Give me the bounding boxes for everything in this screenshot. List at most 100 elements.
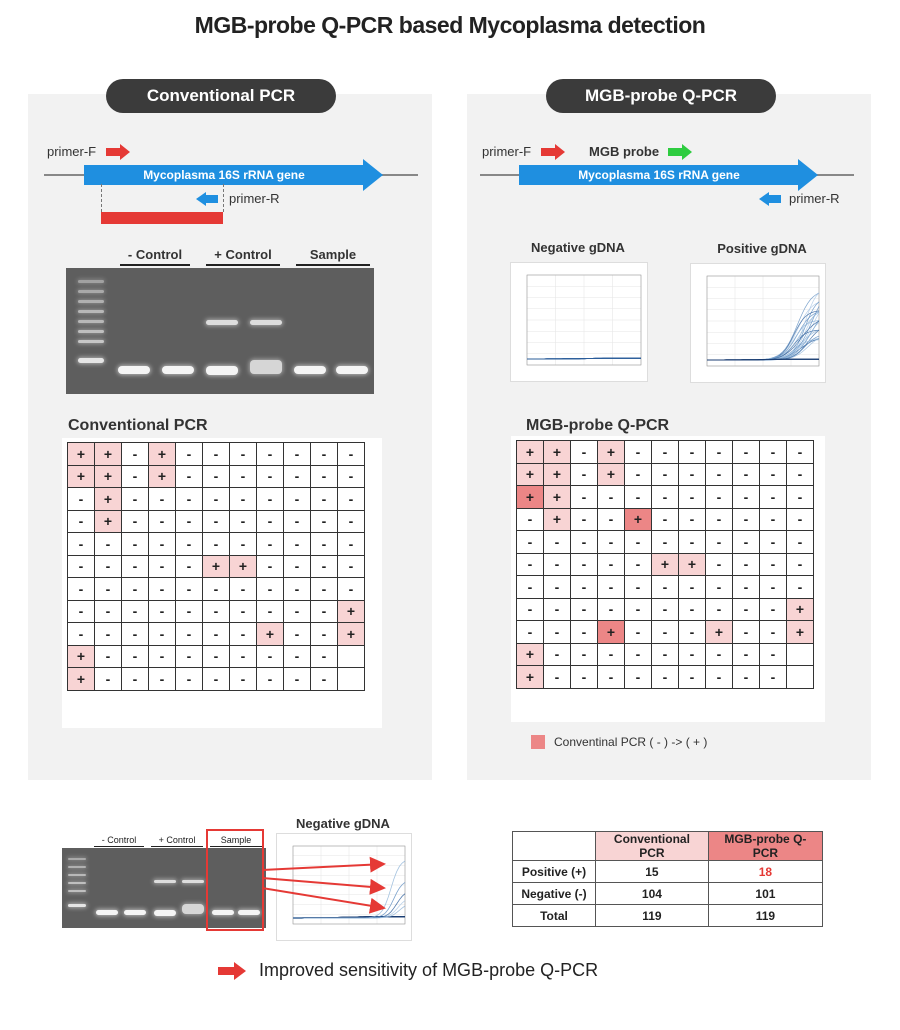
grid-cell: - (705, 462, 733, 486)
bottom-amplification-chart (276, 833, 412, 941)
summary-header-cell: Conventional PCR (595, 831, 709, 861)
grid-cell: + (516, 642, 544, 666)
grid-row: ----------- (67, 532, 365, 556)
grid-cell: - (597, 665, 625, 689)
grid-row: - + - - + - - - - - - (516, 507, 814, 531)
summary-header-cell (512, 831, 596, 861)
grid-cell: + (543, 507, 571, 531)
mgb-probe-arrow-icon (668, 144, 692, 160)
grid-cell: - (516, 575, 544, 599)
grid-cell: - (175, 644, 203, 668)
grid-cell: - (759, 440, 787, 464)
sample-to-curve-arrows-icon (261, 856, 386, 914)
grid-cell: - (759, 597, 787, 621)
grid-cell: - (597, 597, 625, 621)
grid-cell: - (570, 552, 598, 576)
grid-cell: - (678, 665, 706, 689)
grid-cell: - (651, 642, 679, 666)
grid-cell: - (94, 532, 122, 556)
summary-cell: Negative (-) (512, 882, 596, 905)
grid-cell: - (732, 530, 760, 554)
grid-cell: - (94, 554, 122, 578)
grid-cell: - (229, 509, 257, 533)
legend-label: Conventinal PCR ( - ) -> ( + ) (554, 735, 708, 749)
grid-cell: - (705, 552, 733, 576)
grid-cell: - (705, 597, 733, 621)
grid-cell: - (283, 487, 311, 511)
grid-cell: - (543, 575, 571, 599)
grid-cell: - (148, 667, 176, 691)
grid-cell: - (624, 462, 652, 486)
grid-cell (786, 642, 814, 666)
grid-cell: + (786, 597, 814, 621)
grid-cell: - (67, 622, 95, 646)
primer-r-arrow-icon (759, 192, 781, 206)
grid-cell: - (256, 599, 284, 623)
grid-cell: - (678, 575, 706, 599)
grid-cell: - (310, 487, 338, 511)
grid-row: + + - + - - - - - - - (67, 464, 365, 488)
grid-cell: - (337, 464, 365, 488)
grid-cell: - (732, 507, 760, 531)
grid-cell: - (121, 577, 149, 601)
grid-cell: - (516, 530, 544, 554)
grid-cell: - (570, 440, 598, 464)
summary-header-row: Conventional PCR MGB-probe Q-PCR (512, 831, 824, 861)
grid-cell: - (786, 462, 814, 486)
grid-cell: - (651, 620, 679, 644)
grid-cell: + (516, 485, 544, 509)
grid-cell: - (94, 577, 122, 601)
grid-cell: - (732, 440, 760, 464)
grid-cell: - (651, 665, 679, 689)
grid-cell: + (94, 442, 122, 466)
grid-cell: + (786, 620, 814, 644)
grid-cell: + (148, 442, 176, 466)
grid-cell: - (732, 620, 760, 644)
left-result-grid: + + - + - - - - - - - + + - + - - - - - - - - + - - - - - - - - - - + - - - - -… (67, 442, 365, 691)
grid-cell: - (597, 485, 625, 509)
grid-cell: - (310, 599, 338, 623)
grid-cell: - (732, 597, 760, 621)
grid-cell: - (759, 462, 787, 486)
grid-cell: - (732, 462, 760, 486)
grid-cell: - (94, 667, 122, 691)
grid-cell: - (310, 644, 338, 668)
grid-cell: - (229, 464, 257, 488)
grid-cell: - (229, 667, 257, 691)
primer-r-label: primer-R (229, 191, 280, 206)
grid-cell: - (705, 575, 733, 599)
grid-cell: - (678, 462, 706, 486)
grid-row: ----------- (516, 530, 814, 554)
pcr-product-bar (101, 212, 223, 224)
grid-cell: - (148, 532, 176, 556)
right-grid-container: + + - + - - - - - - - + + - + - - - - - - - + + - - - - - - - - - - + - - + - -… (511, 436, 825, 722)
grid-cell: - (651, 485, 679, 509)
grid-cell: - (678, 620, 706, 644)
grid-cell: - (175, 577, 203, 601)
grid-cell: - (337, 554, 365, 578)
mgb-probe-label: MGB probe (589, 144, 660, 159)
positive-gdna-title: Positive gDNA (717, 241, 807, 256)
grid-cell: - (229, 622, 257, 646)
grid-cell: - (651, 507, 679, 531)
grid-cell: - (705, 507, 733, 531)
grid-cell: - (256, 577, 284, 601)
grid-cell: - (337, 509, 365, 533)
grid-cell: + (94, 487, 122, 511)
right-result-grid: + + - + - - - - - - - + + - + - - - - - - - + + - - - - - - - - - - + - - + - -… (516, 440, 814, 689)
right-section-title: MGB-probe Q-PCR (526, 417, 670, 434)
grid-cell: - (148, 487, 176, 511)
grid-cell: - (570, 665, 598, 689)
grid-row: - - - - - - - - - - + (516, 597, 814, 621)
gel-label-line (210, 846, 262, 847)
grid-cell: - (310, 509, 338, 533)
grid-cell: - (202, 599, 230, 623)
grid-cell: - (705, 530, 733, 554)
grid-cell: - (121, 509, 149, 533)
grid-cell: - (337, 577, 365, 601)
grid-cell: - (94, 599, 122, 623)
grid-cell: - (516, 620, 544, 644)
sample-highlight-box (206, 829, 264, 931)
bottom-gel-label-neg: - Control (101, 835, 137, 845)
grid-cell: - (148, 622, 176, 646)
